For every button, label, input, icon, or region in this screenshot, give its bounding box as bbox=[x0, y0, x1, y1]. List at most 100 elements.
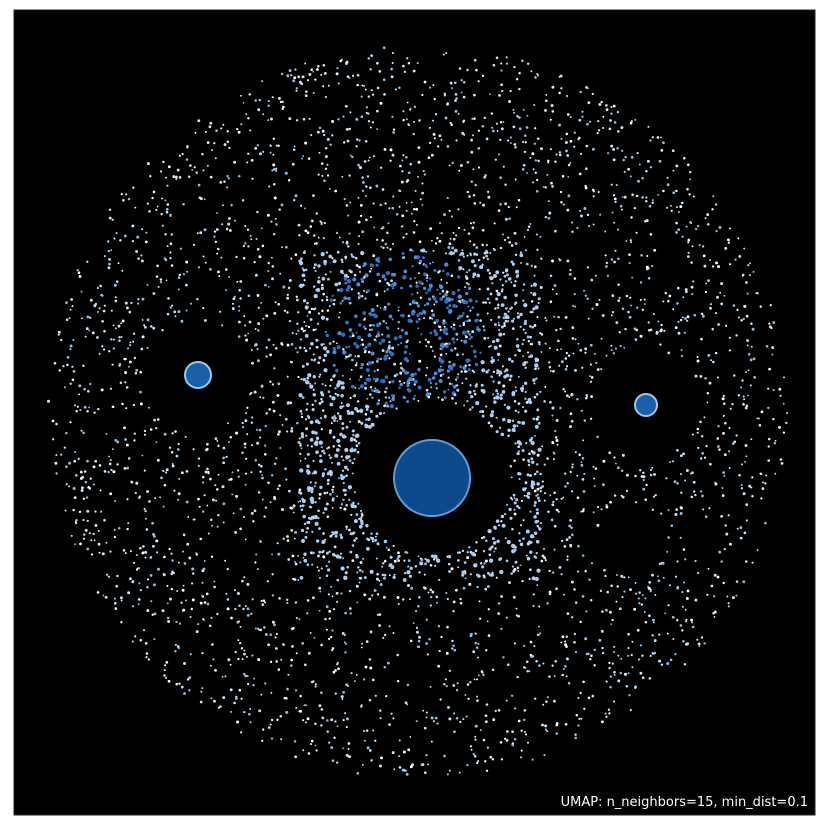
point bbox=[304, 305, 309, 310]
point bbox=[708, 381, 712, 385]
point bbox=[647, 321, 650, 324]
point bbox=[343, 141, 346, 144]
point bbox=[683, 663, 687, 666]
point bbox=[500, 62, 503, 65]
point bbox=[282, 643, 285, 646]
point bbox=[605, 505, 609, 509]
point bbox=[483, 562, 486, 565]
point bbox=[564, 640, 567, 643]
point bbox=[461, 314, 464, 318]
point bbox=[409, 248, 413, 252]
point bbox=[334, 534, 338, 538]
point bbox=[537, 367, 540, 370]
point bbox=[373, 226, 376, 229]
point bbox=[317, 421, 321, 425]
point bbox=[175, 682, 178, 686]
point bbox=[69, 382, 72, 385]
point bbox=[80, 429, 83, 432]
point bbox=[132, 340, 135, 343]
point bbox=[355, 117, 359, 121]
point bbox=[164, 233, 167, 236]
point bbox=[495, 270, 500, 275]
point bbox=[132, 403, 136, 407]
point bbox=[495, 338, 500, 343]
point bbox=[667, 604, 670, 607]
point bbox=[619, 204, 623, 208]
point bbox=[374, 694, 377, 697]
point bbox=[58, 369, 61, 372]
point bbox=[321, 409, 325, 412]
point bbox=[474, 384, 478, 388]
point bbox=[378, 70, 382, 73]
point bbox=[503, 322, 506, 325]
point bbox=[769, 304, 772, 307]
point bbox=[613, 260, 616, 264]
point bbox=[657, 633, 661, 636]
point bbox=[307, 157, 311, 160]
point bbox=[497, 524, 501, 527]
point bbox=[437, 145, 440, 148]
point bbox=[714, 203, 718, 206]
point bbox=[117, 324, 121, 328]
point bbox=[436, 236, 439, 240]
point bbox=[439, 698, 442, 701]
point bbox=[442, 269, 445, 273]
point bbox=[492, 340, 496, 344]
point bbox=[718, 226, 722, 229]
point bbox=[322, 346, 328, 351]
point bbox=[449, 121, 452, 125]
point bbox=[272, 409, 276, 413]
point bbox=[463, 285, 467, 289]
point bbox=[647, 276, 651, 280]
point bbox=[767, 445, 770, 448]
point bbox=[244, 446, 247, 449]
point bbox=[457, 226, 461, 230]
point bbox=[455, 716, 459, 720]
point bbox=[115, 584, 119, 588]
point bbox=[544, 216, 547, 219]
point bbox=[541, 445, 544, 448]
point bbox=[514, 178, 517, 181]
point bbox=[491, 537, 495, 541]
point bbox=[191, 598, 195, 602]
point bbox=[299, 409, 303, 413]
point bbox=[120, 599, 123, 602]
point bbox=[372, 155, 375, 158]
point bbox=[309, 225, 313, 228]
point bbox=[433, 329, 437, 333]
point bbox=[425, 388, 429, 392]
point bbox=[534, 424, 539, 429]
point bbox=[290, 529, 294, 532]
point bbox=[491, 413, 494, 416]
point bbox=[606, 590, 609, 594]
point bbox=[246, 161, 249, 164]
point bbox=[369, 313, 373, 317]
point bbox=[348, 174, 351, 177]
point bbox=[528, 438, 533, 442]
point bbox=[209, 477, 212, 481]
point bbox=[737, 237, 740, 240]
point bbox=[233, 701, 236, 705]
point bbox=[183, 562, 187, 565]
point bbox=[756, 548, 759, 551]
point bbox=[692, 280, 695, 283]
point bbox=[492, 541, 497, 545]
point bbox=[381, 338, 386, 343]
point bbox=[459, 164, 463, 167]
point bbox=[717, 425, 720, 428]
point bbox=[361, 514, 364, 517]
point bbox=[336, 250, 340, 254]
point bbox=[513, 512, 517, 516]
point bbox=[743, 398, 746, 401]
point bbox=[657, 193, 660, 196]
point bbox=[511, 262, 515, 266]
point bbox=[534, 159, 537, 162]
point bbox=[515, 607, 518, 610]
point bbox=[409, 284, 413, 288]
point bbox=[332, 485, 335, 489]
point bbox=[671, 615, 675, 619]
point bbox=[571, 337, 575, 340]
point bbox=[501, 365, 504, 368]
point bbox=[577, 342, 580, 345]
point bbox=[317, 276, 320, 279]
